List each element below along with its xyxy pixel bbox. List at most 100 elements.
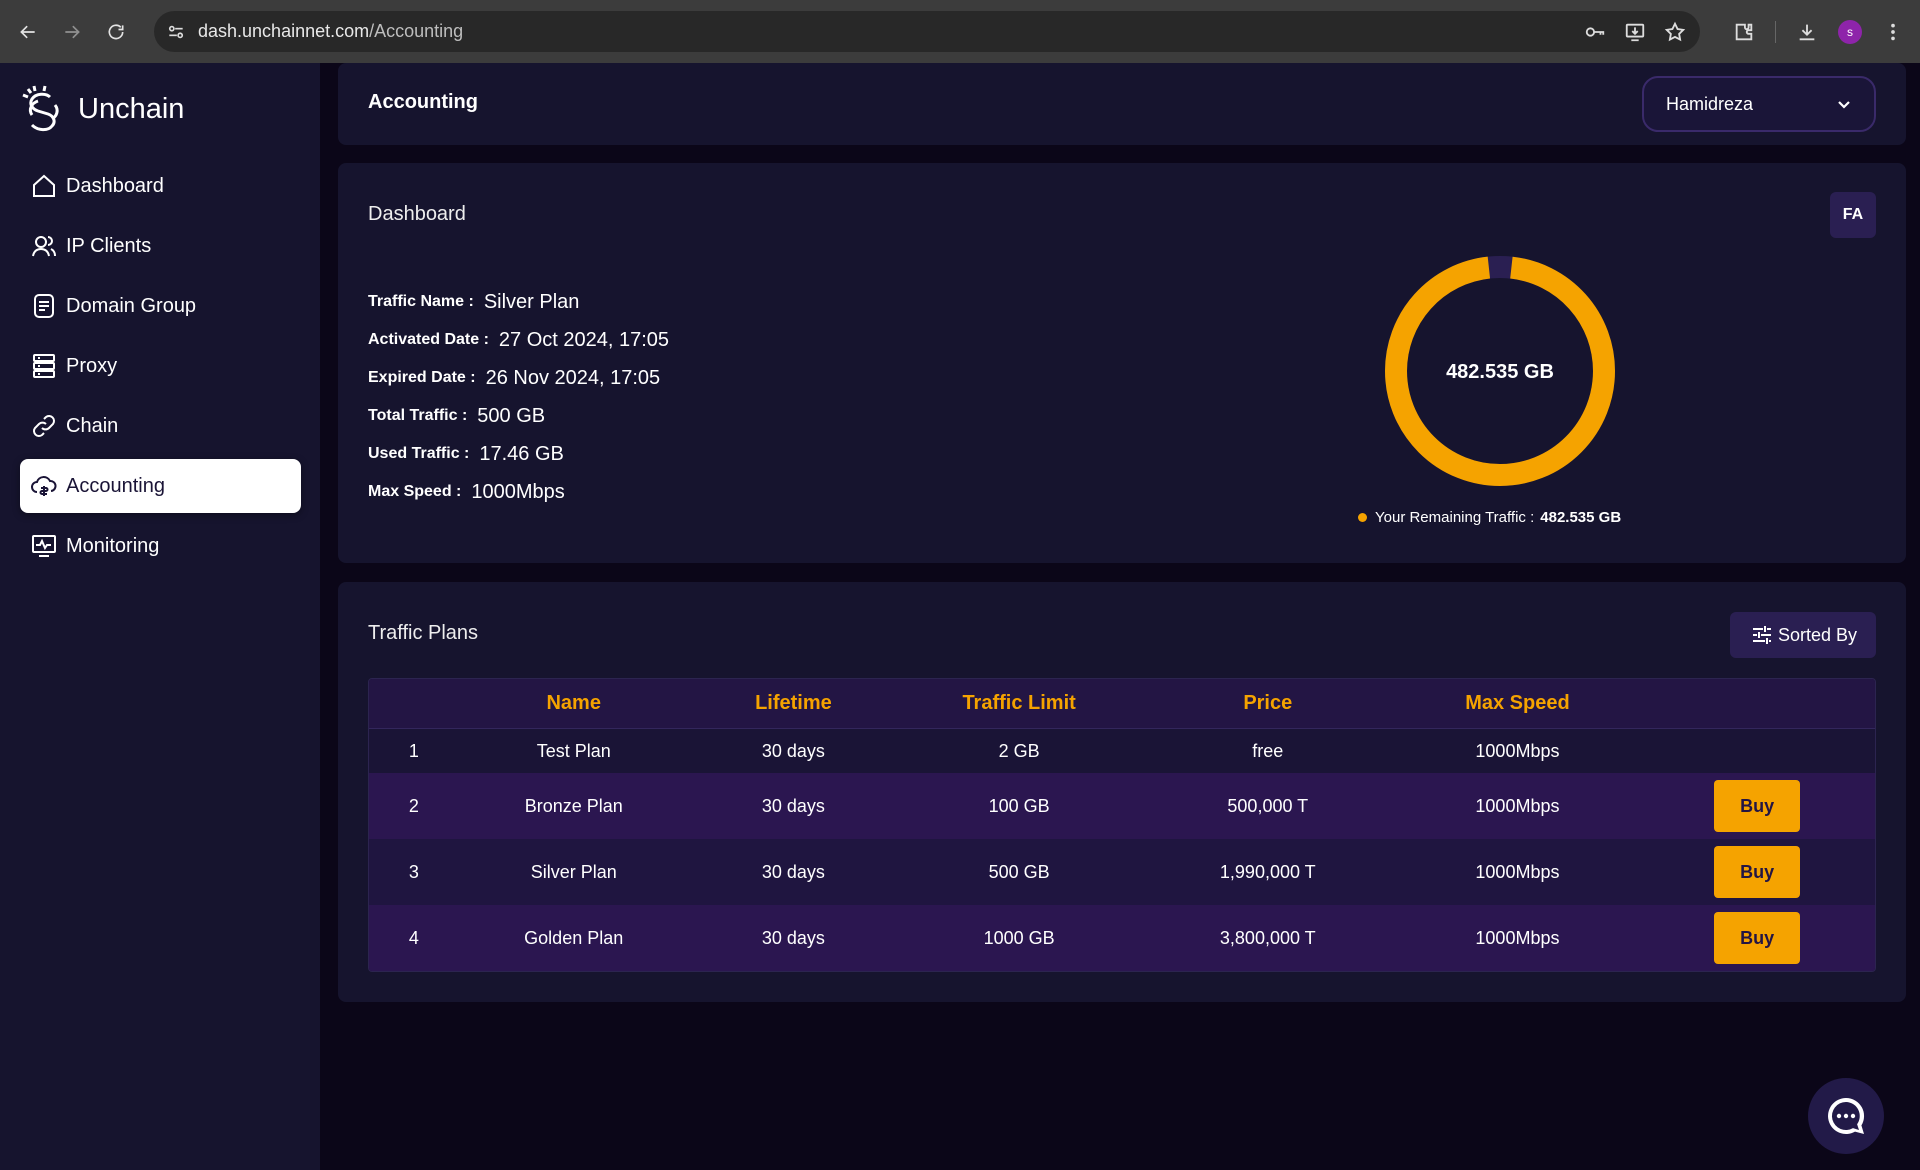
sidebar-menu: Dashboard IP Clients Domain Group Proxy …	[20, 159, 301, 579]
page-header: Accounting Hamidreza	[338, 63, 1906, 145]
info-expired-date: Expired Date : 26 Nov 2024, 17:05	[368, 359, 669, 397]
legend-value: 482.535 GB	[1540, 509, 1622, 526]
omnibox-actions	[1584, 11, 1686, 52]
plan-action: Buy	[1639, 912, 1875, 964]
traffic-plans-card: Traffic Plans Sorted By Name Lifetime Tr…	[338, 582, 1906, 1002]
chat-bubble-icon	[1828, 1097, 1865, 1134]
info-value: Silver Plan	[483, 290, 580, 313]
address-bar[interactable]: dash.unchainnet.com/Accounting	[154, 11, 1700, 52]
info-key: Activated Date :	[368, 331, 489, 348]
dashboard-title: Dashboard	[368, 203, 466, 225]
info-value: 500 GB	[477, 404, 546, 427]
extensions-icon[interactable]	[1733, 21, 1755, 43]
column-header-price: Price	[1243, 692, 1293, 714]
reload-button[interactable]	[98, 14, 134, 50]
sidebar-item-label: Dashboard	[66, 174, 164, 197]
donut-legend: Your Remaining Traffic : 482.535 GB	[1358, 509, 1621, 526]
info-max-speed: Max Speed : 1000Mbps	[368, 473, 669, 511]
url-text: dash.unchainnet.com/Accounting	[198, 21, 463, 42]
sorted-by-label: Sorted By	[1778, 624, 1858, 645]
install-app-icon[interactable]	[1624, 21, 1646, 43]
plan-price: 500,000 T	[1227, 795, 1309, 816]
plan-traffic-limit: 500 GB	[988, 861, 1050, 882]
table-row: 4 Golden Plan 30 days 1000 GB 3,800,000 …	[369, 905, 1875, 971]
sidebar-item-accounting[interactable]: Accounting	[20, 459, 301, 513]
column-header-traffic-limit: Traffic Limit	[962, 692, 1076, 714]
buy-silver-plan-button[interactable]: Buy	[1714, 846, 1801, 898]
info-key: Expired Date :	[368, 369, 476, 386]
buy-golden-plan-button[interactable]: Buy	[1714, 912, 1801, 964]
row-number: 4	[408, 927, 419, 948]
sidebar-item-domain-group[interactable]: Domain Group	[20, 279, 301, 333]
plan-max-speed: 1000Mbps	[1475, 795, 1560, 816]
browser-actions: s	[1733, 11, 1920, 52]
plan-lifetime: 30 days	[761, 861, 825, 882]
info-key: Max Speed :	[368, 483, 462, 500]
arrow-left-icon	[20, 25, 35, 38]
reload-icon	[108, 23, 124, 39]
sidebar-item-dashboard[interactable]: Dashboard	[20, 159, 301, 213]
table-row: 1 Test Plan 30 days 2 GB free 1000Mbps	[369, 729, 1875, 773]
support-chat-button[interactable]	[1808, 1078, 1884, 1154]
back-button[interactable]	[10, 14, 46, 50]
document-icon	[30, 292, 58, 320]
monitor-icon	[30, 532, 58, 560]
server-icon	[30, 352, 58, 380]
sidebar-item-ip-clients[interactable]: IP Clients	[20, 219, 301, 273]
chevron-down-icon	[1838, 101, 1850, 109]
brand-name: Unchain	[78, 92, 185, 125]
plans-table: Name Lifetime Traffic Limit Price Max Sp…	[368, 678, 1876, 972]
legend-dot	[1358, 513, 1367, 522]
sidebar-item-label: Chain	[66, 414, 119, 437]
info-key: Traffic Name :	[368, 293, 474, 310]
brand-logo[interactable]: Unchain	[20, 83, 184, 135]
home-icon	[30, 172, 58, 200]
plan-info: Traffic Name : Silver Plan Activated Date…	[368, 283, 669, 511]
sidebar: Unchain Dashboard IP Clients Domain Grou…	[0, 63, 320, 1170]
remaining-traffic-donut	[1385, 256, 1615, 486]
bookmark-star-icon[interactable]	[1664, 21, 1686, 43]
site-settings-icon[interactable]	[166, 22, 186, 42]
profile-avatar[interactable]: s	[1838, 19, 1862, 44]
sidebar-item-proxy[interactable]: Proxy	[20, 339, 301, 393]
plan-price: 3,800,000 T	[1219, 927, 1316, 948]
download-icon[interactable]	[1796, 21, 1818, 43]
legend-label: Your Remaining Traffic :	[1375, 509, 1535, 526]
table-row: 2 Bronze Plan 30 days 100 GB 500,000 T 1…	[369, 773, 1875, 839]
row-number: 1	[408, 740, 419, 761]
plan-traffic-limit: 2 GB	[998, 740, 1040, 761]
sidebar-item-chain[interactable]: Chain	[20, 399, 301, 453]
arrow-right-icon	[65, 25, 80, 38]
info-activated-date: Activated Date : 27 Oct 2024, 17:05	[368, 321, 669, 359]
more-menu-icon[interactable]	[1882, 21, 1904, 43]
plan-lifetime: 30 days	[761, 740, 825, 761]
sidebar-item-label: Monitoring	[66, 534, 160, 557]
plan-name: Bronze Plan	[524, 795, 623, 816]
info-value: 17.46 GB	[479, 442, 564, 465]
plan-lifetime: 30 days	[761, 795, 825, 816]
password-key-icon[interactable]	[1584, 21, 1606, 43]
plan-max-speed: 1000Mbps	[1475, 861, 1560, 882]
sorted-by-button[interactable]: Sorted By	[1730, 612, 1876, 658]
forward-button[interactable]	[54, 14, 90, 50]
language-toggle-button[interactable]: FA	[1830, 192, 1876, 238]
dashboard-card: Dashboard FA Traffic Name : Silver Plan A…	[338, 163, 1906, 563]
plan-name: Test Plan	[536, 740, 611, 761]
sidebar-item-monitoring[interactable]: Monitoring	[20, 519, 301, 573]
plan-lifetime: 30 days	[761, 927, 825, 948]
link-icon	[30, 412, 58, 440]
user-name: Hamidreza	[1666, 93, 1754, 114]
url-host: dash.unchainnet.com	[198, 21, 370, 41]
plan-action: Buy	[1639, 780, 1875, 832]
info-key: Total Traffic :	[368, 407, 468, 424]
page-title: Accounting	[368, 91, 478, 113]
column-header-name: Name	[546, 692, 601, 714]
buy-bronze-plan-button[interactable]: Buy	[1714, 780, 1801, 832]
column-header-max-speed: Max Speed	[1465, 692, 1570, 714]
column-header-lifetime: Lifetime	[755, 692, 832, 714]
plan-max-speed: 1000Mbps	[1475, 740, 1560, 761]
donut-center-value: 482.535 GB	[1446, 361, 1554, 383]
user-dropdown[interactable]: Hamidreza	[1642, 76, 1876, 132]
plan-name: Silver Plan	[530, 861, 617, 882]
table-header-row: Name Lifetime Traffic Limit Price Max Sp…	[369, 679, 1875, 729]
